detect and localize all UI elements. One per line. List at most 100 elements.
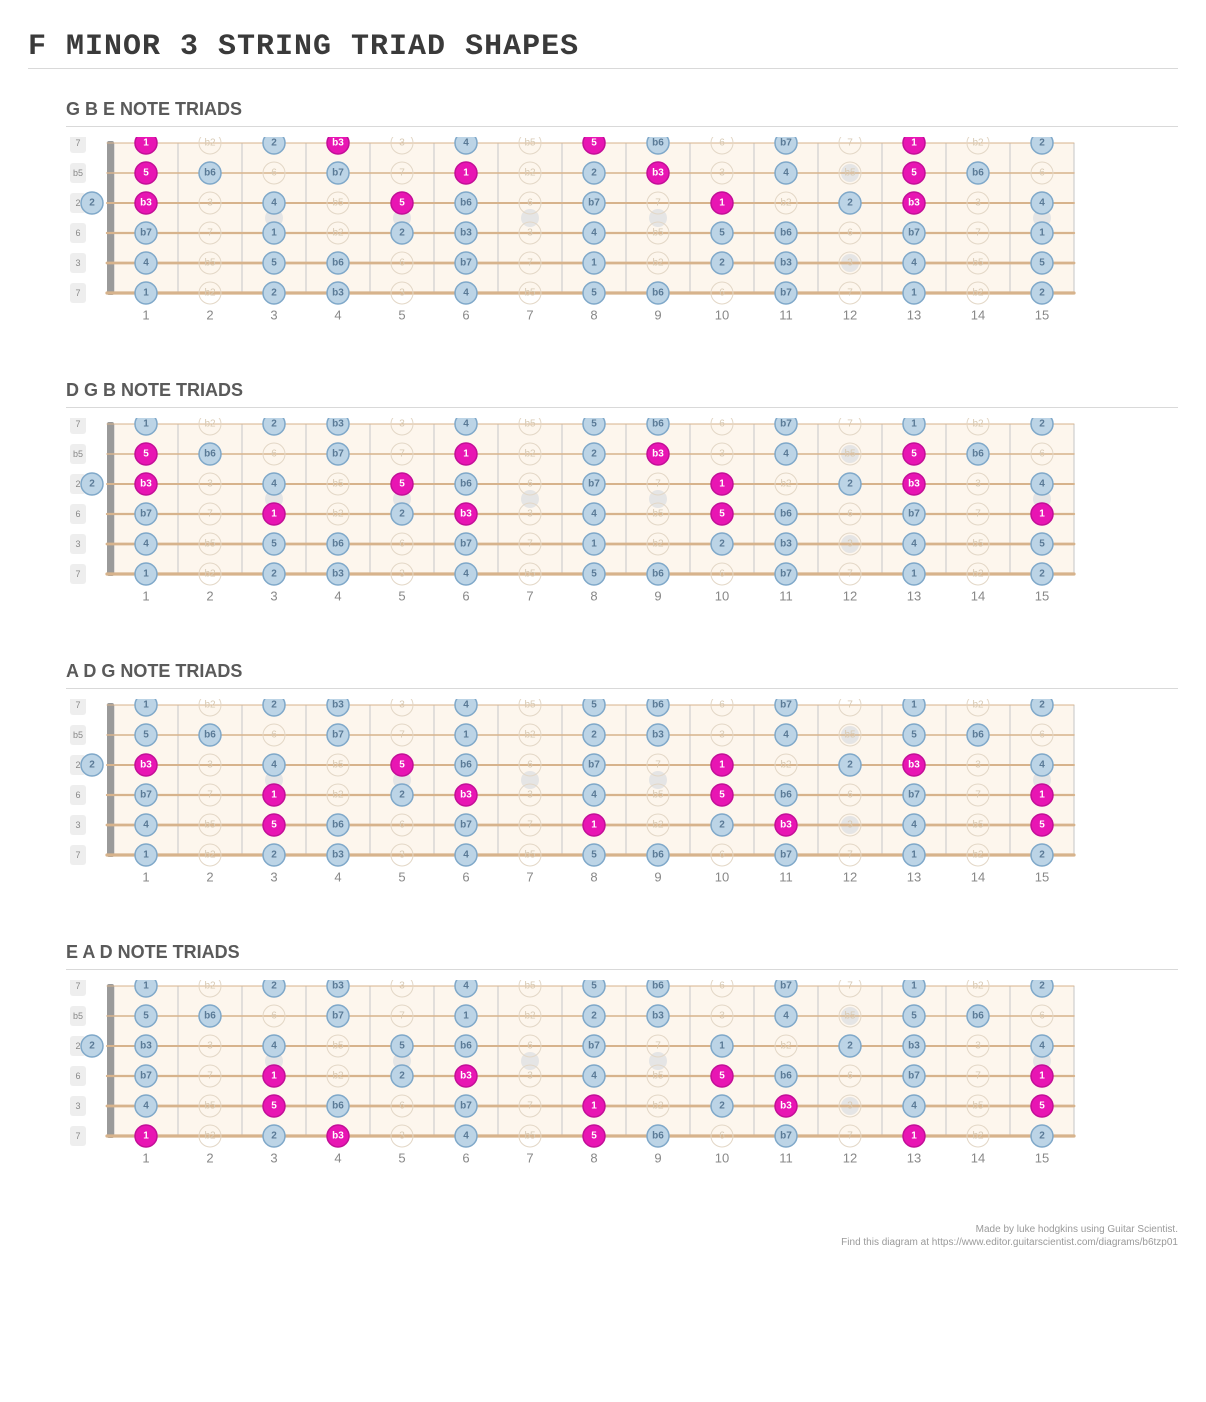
fret-note: 1 (263, 503, 285, 525)
svg-text:7: 7 (975, 1071, 981, 1082)
fret-note: 1 (455, 162, 477, 184)
diagram-title: E A D NOTE TRIADS (66, 942, 1178, 963)
svg-text:7: 7 (847, 569, 853, 580)
svg-text:b7: b7 (908, 228, 920, 239)
svg-text:5: 5 (398, 589, 405, 604)
svg-text:b3: b3 (908, 479, 920, 490)
svg-text:7: 7 (655, 1041, 661, 1052)
fret-note: b7 (775, 137, 797, 154)
svg-text:3: 3 (399, 850, 405, 861)
svg-text:b7: b7 (140, 509, 152, 520)
fret-note: 1 (135, 137, 157, 154)
fret-note: 2 (263, 282, 285, 304)
svg-text:8: 8 (590, 1151, 597, 1166)
svg-text:6: 6 (271, 449, 277, 460)
svg-text:2: 2 (1039, 981, 1045, 992)
fret-note: 2 (263, 844, 285, 866)
fret-note: 4 (1031, 192, 1053, 214)
fret-note: 4 (903, 252, 925, 274)
svg-text:7: 7 (399, 168, 405, 179)
svg-text:11: 11 (779, 870, 793, 885)
svg-text:b5: b5 (844, 1011, 856, 1022)
svg-text:4: 4 (143, 1101, 149, 1112)
svg-text:b2: b2 (332, 509, 344, 520)
fret-note: 4 (583, 503, 605, 525)
svg-text:b3: b3 (780, 1101, 792, 1112)
fret-note: 4 (775, 724, 797, 746)
svg-text:7: 7 (847, 288, 853, 299)
svg-text:b5: b5 (972, 539, 984, 550)
svg-text:1: 1 (591, 539, 597, 550)
svg-text:1: 1 (142, 308, 149, 323)
svg-text:2: 2 (75, 479, 80, 489)
svg-text:b6: b6 (652, 138, 664, 149)
fret-note: 5 (135, 1005, 157, 1027)
svg-text:9: 9 (654, 870, 661, 885)
svg-text:13: 13 (907, 1151, 921, 1166)
svg-text:b2: b2 (204, 138, 216, 149)
svg-text:b5: b5 (204, 1101, 216, 1112)
svg-text:2: 2 (399, 509, 405, 520)
svg-text:b6: b6 (332, 1101, 344, 1112)
fret-note: b6 (775, 222, 797, 244)
svg-text:3: 3 (75, 258, 80, 268)
svg-text:b5: b5 (972, 820, 984, 831)
svg-text:b3: b3 (332, 1131, 344, 1142)
svg-text:b3: b3 (140, 198, 152, 209)
diagram-title: D G B NOTE TRIADS (66, 380, 1178, 401)
svg-text:1: 1 (143, 700, 149, 711)
fret-note: 5 (263, 1095, 285, 1117)
fret-note: b6 (199, 724, 221, 746)
svg-text:5: 5 (591, 981, 597, 992)
fret-note: 1 (903, 137, 925, 154)
svg-text:b3: b3 (460, 509, 472, 520)
fret-note: 1 (903, 282, 925, 304)
fret-note: 2 (1031, 844, 1053, 866)
svg-text:4: 4 (591, 509, 597, 520)
svg-text:13: 13 (907, 870, 921, 885)
svg-text:3: 3 (399, 569, 405, 580)
svg-text:7: 7 (527, 539, 533, 550)
svg-text:2: 2 (847, 198, 853, 209)
svg-text:b2: b2 (524, 1011, 536, 1022)
svg-text:2: 2 (271, 700, 277, 711)
fret-note: 1 (135, 699, 157, 716)
fret-note: 2 (263, 1125, 285, 1147)
svg-text:6: 6 (847, 790, 853, 801)
fret-note: 1 (263, 784, 285, 806)
title-divider (28, 68, 1178, 69)
svg-text:7: 7 (75, 569, 80, 579)
fret-note: b3 (455, 503, 477, 525)
svg-text:b3: b3 (332, 850, 344, 861)
svg-text:3: 3 (975, 1041, 981, 1052)
svg-text:4: 4 (334, 1151, 341, 1166)
fret-note: 5 (711, 503, 733, 525)
svg-text:b7: b7 (332, 1011, 344, 1022)
svg-text:7: 7 (207, 1071, 213, 1082)
svg-text:b7: b7 (780, 850, 792, 861)
svg-text:6: 6 (462, 589, 469, 604)
svg-text:2: 2 (1039, 288, 1045, 299)
fret-note: 5 (263, 533, 285, 555)
svg-text:2: 2 (399, 1071, 405, 1082)
svg-text:b2: b2 (204, 288, 216, 299)
svg-text:b7: b7 (140, 228, 152, 239)
fret-note: 2 (391, 784, 413, 806)
svg-text:2: 2 (206, 1151, 213, 1166)
svg-text:b7: b7 (140, 1071, 152, 1082)
svg-text:7: 7 (847, 419, 853, 430)
svg-text:7: 7 (847, 981, 853, 992)
svg-text:5: 5 (143, 449, 149, 460)
fret-note: b7 (775, 563, 797, 585)
fret-note: b6 (455, 1035, 477, 1057)
fret-note: 5 (263, 814, 285, 836)
fret-note: b7 (775, 1125, 797, 1147)
svg-text:4: 4 (334, 870, 341, 885)
svg-text:7: 7 (847, 1131, 853, 1142)
fret-note: b6 (327, 814, 349, 836)
svg-text:5: 5 (399, 760, 405, 771)
svg-text:2: 2 (89, 1041, 95, 1052)
svg-text:1: 1 (911, 419, 917, 430)
svg-text:5: 5 (271, 820, 277, 831)
fret-note: 2 (1031, 1125, 1053, 1147)
